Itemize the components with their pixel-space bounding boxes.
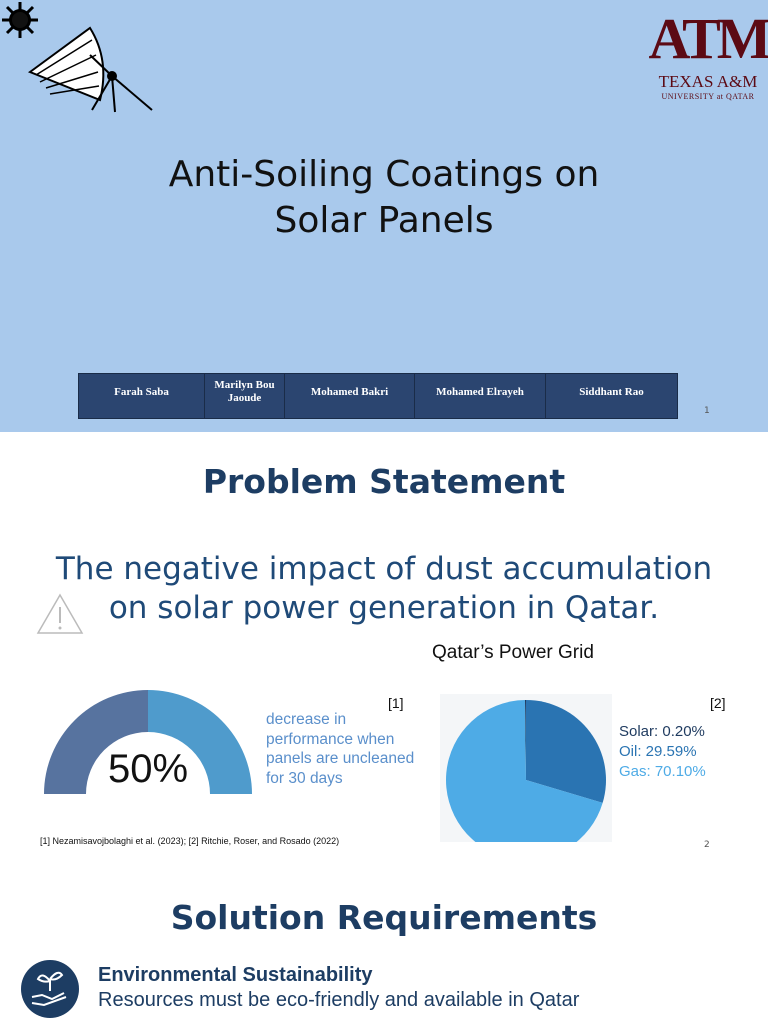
footnote: [1] Nezamisavojbolaghi et al. (2023); [2… bbox=[40, 836, 340, 846]
pie-slice bbox=[526, 700, 606, 803]
team-member: Mohamed Bakri bbox=[285, 374, 415, 418]
item-text: Resources must be eco-friendly and avail… bbox=[98, 989, 580, 1011]
gauge-label: 50% bbox=[108, 747, 188, 791]
pie-slice bbox=[446, 700, 603, 842]
reference: [2] bbox=[710, 695, 726, 711]
title-line: Anti-Soiling Coatings on bbox=[168, 154, 600, 195]
charts: 50% bbox=[44, 690, 612, 842]
team-member: Mohamed Elrayeh bbox=[415, 374, 546, 418]
title-slide: ATM TEXAS A&M UNIVERSITY at QATAR Anti-S… bbox=[0, 0, 768, 432]
team-member: Farah Saba bbox=[79, 374, 205, 418]
team-table: Farah Saba Marilyn Bou Jaoude Mohamed Ba… bbox=[78, 373, 678, 419]
statement-line: on solar power generation in Qatar. bbox=[108, 590, 660, 626]
page-number: 1 bbox=[704, 406, 710, 416]
pie-title: Qatar’s Power Grid bbox=[432, 642, 594, 663]
warning-icon bbox=[36, 593, 84, 634]
logo: ATM TEXAS A&M UNIVERSITY at QATAR bbox=[648, 6, 768, 101]
team-member: Siddhant Rao bbox=[579, 385, 644, 398]
gauge-fill bbox=[44, 690, 148, 794]
logo-subtitle: UNIVERSITY at QATAR bbox=[661, 92, 755, 101]
logo-mark: ATM bbox=[648, 6, 768, 71]
legend: Solar: 0.20% Oil: 29.59% Gas: 70.10% bbox=[619, 722, 706, 782]
legend-entry: Oil: 29.59% bbox=[619, 743, 697, 760]
gauge-rest bbox=[148, 690, 252, 794]
problem-slide: Problem Statement The negative impact of… bbox=[0, 432, 768, 864]
statement: The negative impact of dust accumulation… bbox=[20, 550, 748, 628]
item-heading: Environmental Sustainability bbox=[98, 964, 373, 986]
slide-title: Solution Requirements bbox=[170, 898, 598, 937]
title: Anti-Soiling Coatings on Solar Panels bbox=[0, 152, 768, 244]
team-member: Marilyn Bou Jaoude bbox=[205, 374, 285, 418]
solar-icon bbox=[2, 2, 153, 113]
logo-name: TEXAS A&M bbox=[658, 72, 758, 91]
eco-icon bbox=[21, 960, 79, 1018]
title-line: Solar Panels bbox=[274, 200, 494, 241]
slide-title: Problem Statement bbox=[202, 462, 566, 501]
gauge-caption: decrease in performance when panels are … bbox=[266, 711, 415, 787]
statement-line: The negative impact of dust accumulation bbox=[55, 551, 713, 587]
pie-slice bbox=[524, 700, 526, 780]
requirements-slide: Solution Requirements Environmental Sust… bbox=[0, 864, 768, 1024]
legend-entry: Gas: 70.10% bbox=[619, 763, 706, 780]
reference: [1] bbox=[388, 695, 404, 711]
page-number: 2 bbox=[704, 840, 710, 850]
legend-entry: Solar: 0.20% bbox=[619, 723, 705, 740]
